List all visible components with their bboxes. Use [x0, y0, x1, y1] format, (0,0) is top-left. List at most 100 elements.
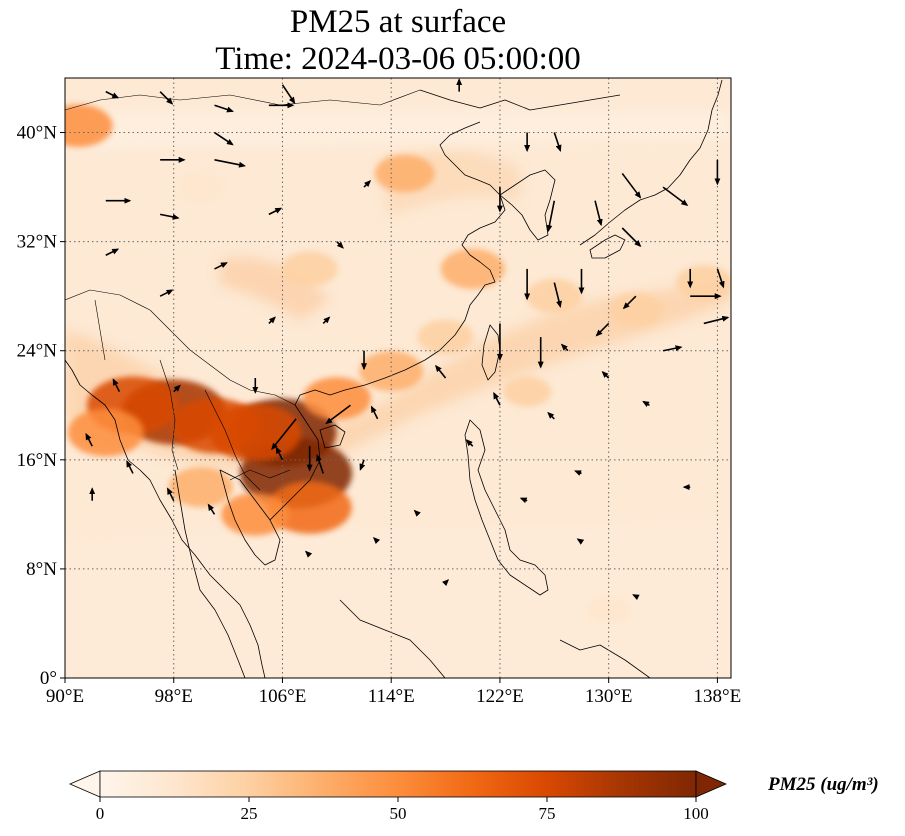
- wind-vector-arrow: [560, 343, 569, 352]
- wind-vector-arrow: [126, 460, 134, 474]
- wind-vector-arrow: [465, 439, 474, 447]
- lon-tick-label: 138°E: [694, 686, 742, 707]
- wind-vector-arrow: [105, 248, 120, 256]
- wind-vector-arrow: [304, 550, 313, 558]
- wind-vector-arrow: [621, 172, 642, 199]
- lon-tick-label: 106°E: [259, 686, 307, 707]
- wind-vector-arrow: [268, 316, 276, 325]
- wind-vector-arrow: [173, 384, 181, 393]
- wind-vector-arrow: [159, 213, 180, 220]
- wind-vector-arrow: [553, 282, 562, 309]
- pm25-hotspot: [374, 154, 435, 193]
- wind-vector-arrow: [621, 227, 642, 248]
- wind-vector-arrow: [336, 241, 344, 249]
- pm25-hotspot: [168, 467, 233, 508]
- lon-tick-label: 122°E: [476, 686, 524, 707]
- wind-vector-layer: [85, 78, 731, 601]
- pm25-hotspot: [675, 265, 731, 301]
- coastline-kyushu: [589, 234, 626, 259]
- pm25-hotspot: [67, 408, 144, 457]
- lat-tick-label: 0°: [40, 668, 57, 689]
- wind-vector-arrow: [546, 200, 556, 233]
- wind-vector-arrow: [325, 404, 351, 425]
- wind-vector-arrow: [207, 503, 216, 515]
- wind-vector-arrow: [622, 295, 637, 310]
- wind-vector-arrow: [268, 207, 283, 216]
- map-frame: [64, 77, 732, 679]
- coastline-north: [419, 89, 621, 111]
- map-subtitle-time: Time: 2024-03-06 05:00:00: [215, 41, 581, 77]
- coastline-west: [65, 359, 266, 678]
- wind-vector-arrow: [214, 131, 234, 146]
- wind-vector-arrow: [85, 432, 93, 447]
- wind-vector-arrow: [730, 295, 731, 297]
- map-axes: 90°E 98°E 106°E 114°E 122°E 130°E 138°E 0° 8°N 16…: [17, 123, 742, 707]
- lat-tick-label: 24°N: [17, 341, 58, 362]
- lon-tick-label: 98°E: [155, 686, 193, 707]
- pm25-hotspot: [608, 292, 664, 327]
- pm25-hotspot-layer: [65, 104, 731, 624]
- wind-vector-arrow: [594, 200, 603, 227]
- pm25-hotspot: [503, 376, 552, 407]
- pm25-hotspot: [209, 403, 302, 462]
- colorbar-ticks: 0 25 50 75 100: [96, 797, 709, 823]
- lon-tick-label: 114°E: [368, 686, 415, 707]
- wind-vector-arrow: [595, 322, 610, 337]
- coastline-new-guinea: [559, 639, 651, 678]
- wind-vector-arrow: [716, 268, 725, 289]
- colorbar-title: PM25 (ug/m³): [768, 774, 879, 795]
- pm25-hotspot: [440, 248, 505, 289]
- wind-vector-arrow: [576, 538, 585, 545]
- map-area: [65, 78, 731, 678]
- map-title: PM25 at surface: [289, 4, 507, 40]
- wind-vector-arrow: [105, 90, 120, 99]
- wind-vector-arrow: [574, 470, 582, 476]
- lat-tick-label: 40°N: [17, 123, 58, 144]
- wind-vector-arrow: [441, 579, 450, 587]
- wind-vector-arrow: [275, 446, 284, 461]
- coastline-japan-honshu: [579, 79, 723, 246]
- lat-tick-label: 32°N: [17, 232, 58, 253]
- wind-vector-arrow: [662, 345, 683, 352]
- wind-vector-arrow: [642, 400, 650, 408]
- wind-vector-arrow: [359, 459, 366, 471]
- pm25-hotspot: [526, 278, 583, 314]
- wind-vector-arrow: [167, 487, 175, 502]
- pm25-hotspot: [178, 173, 223, 201]
- pm25-hotspot: [267, 481, 352, 534]
- colorbar-tick-label: 100: [683, 804, 709, 823]
- colorbar-tick-label: 25: [241, 804, 258, 823]
- wind-vector-arrow: [547, 411, 555, 420]
- coastline-hainan: [319, 424, 346, 449]
- coastline-borneo: [339, 599, 446, 678]
- colorbar-high-extend: [695, 770, 728, 798]
- wind-vector-arrow: [214, 159, 246, 168]
- coastline-gulf-thailand: [219, 469, 281, 566]
- wind-vector-arrow: [370, 405, 379, 420]
- pm25-hotspot: [281, 251, 338, 287]
- wind-vector-arrow: [214, 104, 234, 113]
- colorbar-tick-label: 0: [96, 804, 105, 823]
- wind-vector-arrow: [271, 418, 297, 451]
- coastline-china: [269, 121, 506, 521]
- colorbar-tick-label: 50: [390, 804, 407, 823]
- lon-tick-label: 130°E: [585, 686, 633, 707]
- country-borders: [65, 89, 421, 491]
- wind-vector-arrow: [316, 454, 325, 474]
- coastline-taiwan: [481, 324, 501, 381]
- wind-vector-arrow: [435, 364, 447, 379]
- wind-vector-arrow: [662, 186, 689, 206]
- pm25-hotspot: [417, 319, 474, 355]
- gridlines: [65, 78, 731, 678]
- pm25-hotspot: [302, 377, 371, 420]
- coastline-malay-peninsula: [174, 469, 246, 678]
- wind-vector-arrow: [214, 262, 228, 270]
- colorbar-gradient: [99, 770, 697, 798]
- wind-vector-arrow: [112, 378, 121, 392]
- wind-vector-arrow: [159, 91, 174, 105]
- pm25-hotspot: [221, 493, 290, 536]
- wind-vector-arrow: [703, 315, 730, 325]
- wind-vector-arrow: [601, 370, 610, 379]
- wind-vector-arrow: [413, 509, 421, 517]
